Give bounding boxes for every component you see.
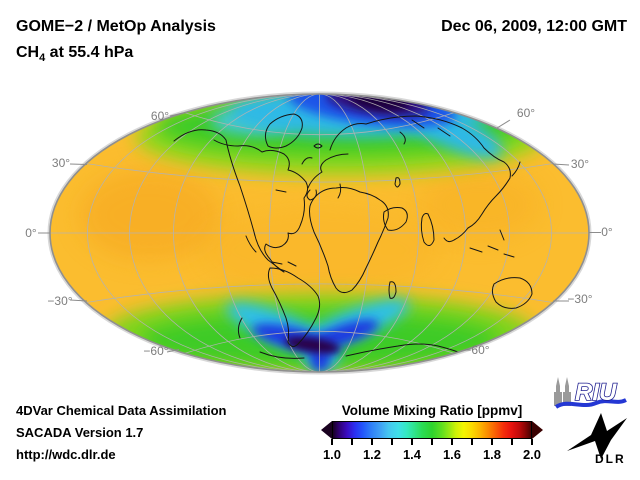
footer-version-line: SACADA Version 1.7 bbox=[16, 425, 144, 440]
dlr-arrow-icon bbox=[567, 413, 627, 459]
colorbar-tick-1.6: 1.6 bbox=[442, 447, 462, 462]
cathedral-icon bbox=[554, 377, 571, 406]
lat-label-left-0: 0° bbox=[25, 226, 37, 240]
lat-label-left--30: −30° bbox=[47, 294, 72, 308]
lat-label-left--60: −60° bbox=[143, 344, 168, 358]
product-subtitle: CH4 at 55.4 hPa bbox=[16, 44, 133, 64]
riu-logo-text: RIU bbox=[575, 379, 617, 406]
colorbar-rainbow-bar bbox=[332, 421, 532, 439]
lat-label-right-30: 30° bbox=[571, 157, 589, 171]
lat-label-right--60: −60° bbox=[464, 343, 489, 357]
colorbar-tick-1.4: 1.4 bbox=[402, 447, 422, 462]
graticule bbox=[50, 94, 589, 372]
lat-label-left-30: 30° bbox=[52, 156, 70, 170]
latitude-labels: 60° 30° 0° −30° −60° 60° 30° 0° −30° −60… bbox=[25, 106, 613, 358]
dlr-logo: DLR bbox=[567, 413, 627, 466]
river-wave-icon bbox=[554, 398, 627, 409]
formula-rest: at 55.4 hPa bbox=[45, 44, 134, 61]
ch4-field bbox=[50, 94, 589, 372]
lat-label-right--30: −30° bbox=[567, 292, 592, 306]
lat-label-right-60: 60° bbox=[517, 106, 535, 120]
colorbar: Volume Mixing Ratio [ppmv] 1.0 1.2 1.4 1… bbox=[321, 403, 543, 462]
formula-subscript: 4 bbox=[39, 52, 46, 65]
lat-label-left-60: 60° bbox=[151, 109, 169, 123]
colorbar-title: Volume Mixing Ratio [ppmv] bbox=[341, 403, 523, 418]
colorbar-tick-1.8: 1.8 bbox=[482, 447, 502, 462]
riu-logo: RIU bbox=[554, 377, 627, 409]
colorbar-tick-2.0: 2.0 bbox=[522, 447, 542, 462]
formula-prefix: CH bbox=[16, 44, 40, 61]
footer-url: http://wdc.dlr.de bbox=[16, 447, 116, 462]
analysis-datetime: Dec 06, 2009, 12:00 GMT bbox=[441, 18, 627, 35]
dlr-logo-text: DLR bbox=[595, 452, 626, 466]
product-title: GOME−2 / MetOp Analysis bbox=[16, 18, 216, 35]
colorbar-underflow-arrow-icon bbox=[321, 421, 332, 439]
colorbar-tick-marks bbox=[321, 439, 543, 445]
latitude-ticks bbox=[38, 112, 601, 353]
coastlines bbox=[173, 113, 551, 359]
colorbar-tick-labels: 1.0 1.2 1.4 1.6 1.8 2.0 bbox=[321, 447, 543, 462]
lat-label-right-0: 0° bbox=[601, 225, 613, 239]
footer-assimilation-line: 4DVar Chemical Data Assimilation bbox=[16, 403, 227, 418]
colorbar-tick-1.0: 1.0 bbox=[322, 447, 342, 462]
colorbar-gradient bbox=[321, 421, 543, 439]
colorbar-tick-1.2: 1.2 bbox=[362, 447, 382, 462]
colorbar-overflow-arrow-icon bbox=[532, 421, 543, 439]
